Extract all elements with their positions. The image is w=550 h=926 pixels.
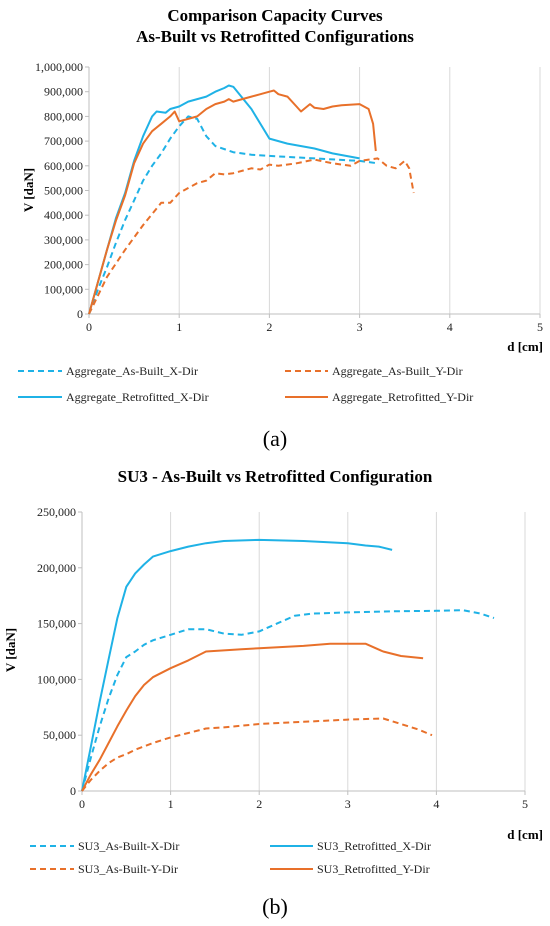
chart-a-legend-label: Aggregate_As-Built_X-Dir <box>66 364 198 378</box>
chart-a-y-tick-label: 200,000 <box>44 258 83 272</box>
chart-a-y-tick-label: 800,000 <box>44 109 83 123</box>
chart-a-x-tick-label: 1 <box>176 320 182 334</box>
chart-a-series-line-aggregate-as-built-y-dir <box>88 157 415 315</box>
chart-a-title-line-1: Comparison Capacity Curves <box>167 6 383 25</box>
chart-b-legend-item: SU3_Retrofitted_Y-Dir <box>270 862 430 876</box>
chart-b-y-tick-label: 50,000 <box>43 728 76 742</box>
chart-a-x-tick-label: 2 <box>266 320 272 334</box>
chart-a-y-tick-label: 600,000 <box>44 159 83 173</box>
chart-b-x-axis-label: d [cm] <box>507 827 543 842</box>
chart-a-y-tick-label: 100,000 <box>44 282 83 296</box>
chart-b-series-line-su3-retrofitted-x-dir <box>81 538 393 792</box>
chart-b-legend-label: SU3_Retrofitted_X-Dir <box>317 839 431 853</box>
chart-a-legend-item: Aggregate_Retrofitted_X-Dir <box>18 390 209 404</box>
chart-a-y-tick-label: 900,000 <box>44 85 83 99</box>
chart-a-legend-label: Aggregate_Retrofitted_Y-Dir <box>332 390 473 404</box>
chart-a-y-tick-label: 500,000 <box>44 184 83 198</box>
chart-b-y-tick-label: 100,000 <box>37 672 76 686</box>
chart-a-y-tick-label: 700,000 <box>44 134 83 148</box>
chart-b-legend-label: SU3_Retrofitted_Y-Dir <box>317 862 430 876</box>
chart-b-panel-label: (b) <box>262 894 288 919</box>
chart-a-x-axis-label: d [cm] <box>507 339 543 354</box>
chart-a-y-tick-label: 400,000 <box>44 208 83 222</box>
chart-b-x-tick-label: 3 <box>345 797 351 811</box>
chart-a-legend-item: Aggregate_Retrofitted_Y-Dir <box>285 390 473 404</box>
chart-b-x-tick-label: 1 <box>168 797 174 811</box>
chart-a-panel-label: (a) <box>263 426 287 451</box>
chart-a-x-tick-label: 5 <box>537 320 543 334</box>
chart-a-legend-item: Aggregate_As-Built_X-Dir <box>18 364 198 378</box>
chart-a-x-tick-label: 4 <box>447 320 453 334</box>
chart-b-legend: SU3_As-Built-X-Dir SU3_Retrofitted_X-Dir S… <box>30 839 431 876</box>
chart-b-y-tick-label: 200,000 <box>37 561 76 575</box>
chart-a-series-line-aggregate-retrofitted-y-dir <box>88 89 377 315</box>
chart-a-series-line-aggregate-as-built-x-dir <box>88 115 378 315</box>
chart-b-y-tick-label: 150,000 <box>37 617 76 631</box>
chart-panel-b: SU3 - As-Built vs Retrofitted Configurat… <box>3 467 543 919</box>
chart-b-x-tick-label: 2 <box>256 797 262 811</box>
chart-a-y-tick-label: 300,000 <box>44 233 83 247</box>
chart-b-legend-item: SU3_As-Built-X-Dir <box>30 839 179 853</box>
chart-b-y-tick-label: 250,000 <box>37 505 76 519</box>
chart-b-x-tick-label: 0 <box>79 797 85 811</box>
chart-b-x-tick-label: 4 <box>433 797 439 811</box>
chart-a-legend-item: Aggregate_As-Built_Y-Dir <box>285 364 463 378</box>
chart-a-x-tick-label: 3 <box>357 320 363 334</box>
chart-a-y-tick-label: 0 <box>77 307 83 321</box>
chart-panel-a: Comparison Capacity Curves As-Built vs R… <box>18 6 543 451</box>
chart-b-legend-item: SU3_Retrofitted_X-Dir <box>270 839 431 853</box>
chart-b-x-tick-label: 5 <box>522 797 528 811</box>
chart-b-series-line-su3-as-built-x-dir <box>81 609 495 792</box>
chart-a-legend-label: Aggregate_As-Built_Y-Dir <box>332 364 463 378</box>
chart-b-legend-item: SU3_As-Built-Y-Dir <box>30 862 178 876</box>
chart-a-legend-label: Aggregate_Retrofitted_X-Dir <box>66 390 209 404</box>
chart-b-series-line-su3-as-built-y-dir <box>81 717 433 792</box>
chart-b-y-tick-label: 0 <box>70 784 76 798</box>
chart-a-legend: Aggregate_As-Built_X-Dir Aggregate_As-Bui… <box>18 364 473 404</box>
chart-b-series-line-su3-retrofitted-y-dir <box>81 642 424 792</box>
chart-b-legend-label: SU3_As-Built-Y-Dir <box>78 862 178 876</box>
chart-b-legend-label: SU3_As-Built-X-Dir <box>78 839 179 853</box>
chart-b-y-axis-label: V [daN] <box>3 628 18 672</box>
chart-a-series-line-aggregate-retrofitted-x-dir <box>88 84 360 315</box>
chart-b-plot-area: 0 50,000 100,000 150,000 200,000 250,000 0 1 2 3 4… <box>37 505 528 811</box>
chart-a-y-axis-label: V [daN] <box>21 168 36 212</box>
chart-a-y-tick-label: 1,000,000 <box>35 60 83 74</box>
chart-b-title-line-1: SU3 - As-Built vs Retrofitted Configurat… <box>118 467 433 486</box>
chart-a-plot-area: 0 100,000 200,000 300,000 400,000 500,000 600,… <box>35 60 543 334</box>
chart-a-x-tick-label: 0 <box>86 320 92 334</box>
chart-a-title-line-2: As-Built vs Retrofitted Configurations <box>136 27 414 46</box>
